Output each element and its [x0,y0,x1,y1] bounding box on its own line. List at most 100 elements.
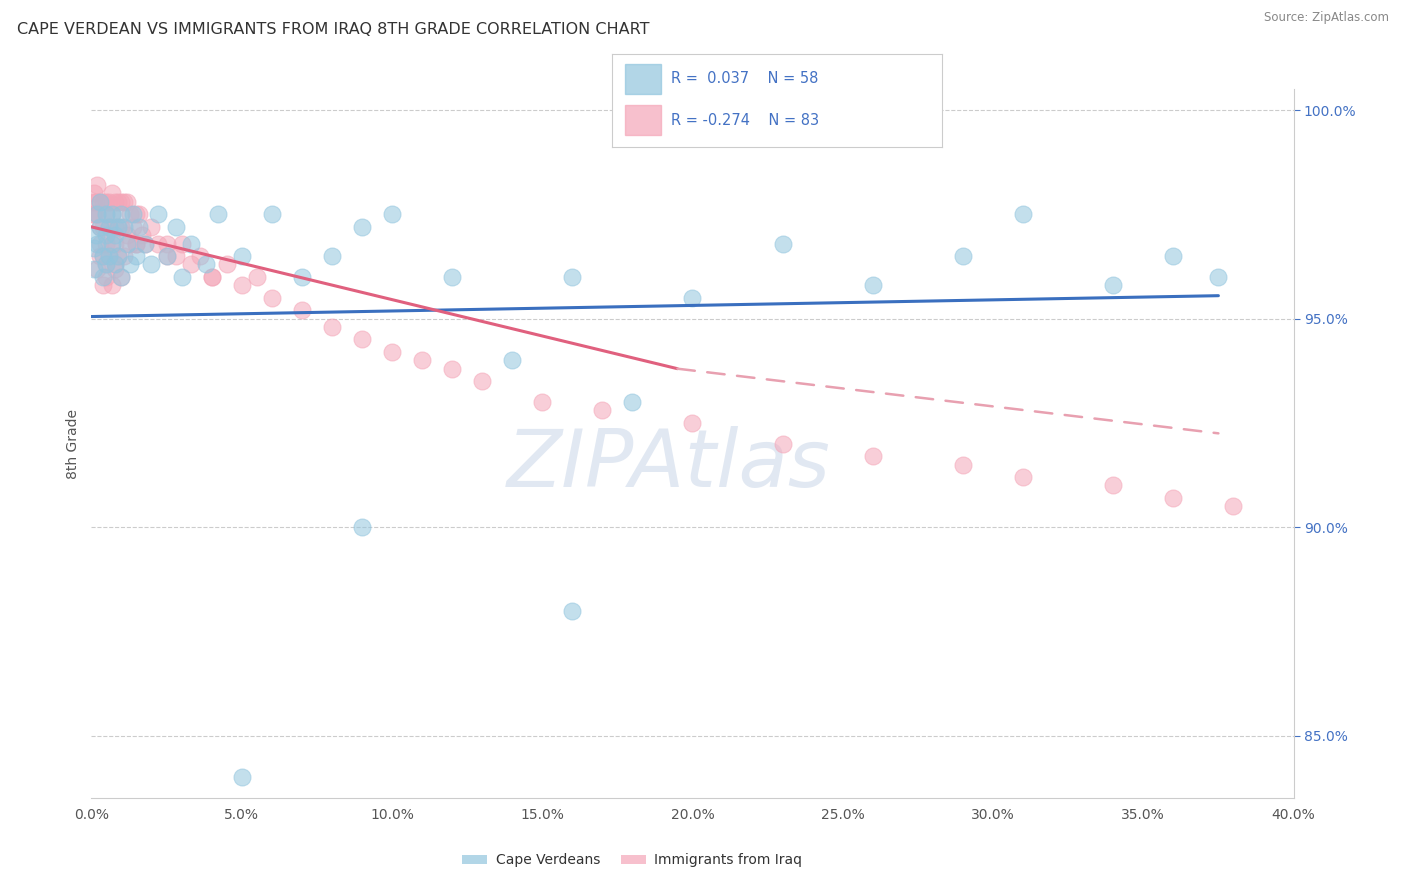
Point [128,219,150,234]
Point [231,249,253,263]
Point [291,269,314,284]
Point [155,249,177,263]
Point [89,219,111,234]
Point [89,236,111,251]
Point [155,249,177,263]
Point [146,236,169,251]
Point [141,219,163,234]
Point [165,219,187,234]
Point [141,257,163,271]
Point [101,207,124,221]
Point [107,219,129,234]
Point [104,219,127,234]
Point [89,219,111,234]
Point [772,436,794,450]
Point [862,278,884,293]
Point [104,257,127,271]
Point [321,320,343,334]
Point [93,249,115,263]
Point [134,236,156,251]
Point [170,236,193,251]
Point [952,249,974,263]
Point [117,236,139,251]
Point [1222,500,1244,514]
Point [591,403,613,417]
Point [561,604,583,618]
Point [110,207,132,221]
Point [772,236,794,251]
Point [231,771,253,785]
Point [82,207,104,221]
Point [681,416,703,430]
Point [1012,470,1035,484]
Point [96,257,118,271]
Point [1102,478,1125,492]
Point [101,278,124,293]
Point [321,249,343,263]
Point [561,269,583,284]
Point [83,207,105,221]
Point [381,345,404,359]
Point [83,261,105,276]
Point [1208,269,1230,284]
Point [350,219,373,234]
Point [96,257,118,271]
Bar [624,64,661,94]
Point [104,261,127,276]
Point [93,194,115,209]
Point [110,194,132,209]
Point [86,236,108,251]
Point [411,353,433,368]
Point [128,207,150,221]
Point [83,241,105,255]
Point [122,219,145,234]
Point [89,194,111,209]
Point [117,194,139,209]
Point [125,207,148,221]
Point [98,249,121,263]
Point [114,219,136,234]
Point [96,269,118,284]
Point [180,257,202,271]
Point [93,269,115,284]
Point [98,219,121,234]
Point [231,278,253,293]
Point [107,194,129,209]
Point [114,194,136,209]
Point [165,249,187,263]
Point [107,219,129,234]
Point [101,186,124,201]
Point [201,269,224,284]
Point [170,269,193,284]
Point [122,207,145,221]
Point [471,374,494,388]
Point [952,458,974,472]
Point [350,333,373,347]
Point [93,249,115,263]
Point [291,303,314,318]
Point [134,236,156,251]
Point [107,249,129,263]
Point [155,236,177,251]
Point [246,269,269,284]
Point [86,261,108,276]
Point [86,178,108,193]
Point [350,520,373,534]
Point [260,207,283,221]
Point [96,207,118,221]
Point [1102,278,1125,293]
Point [104,194,127,209]
Point [89,194,111,209]
Point [107,249,129,263]
Point [117,228,139,243]
Point [125,236,148,251]
Point [125,236,148,251]
Point [89,249,111,263]
Point [96,207,118,221]
Point [440,361,463,376]
Point [84,194,107,209]
Point [101,236,124,251]
Point [101,236,124,251]
Point [110,269,132,284]
Point [98,249,121,263]
